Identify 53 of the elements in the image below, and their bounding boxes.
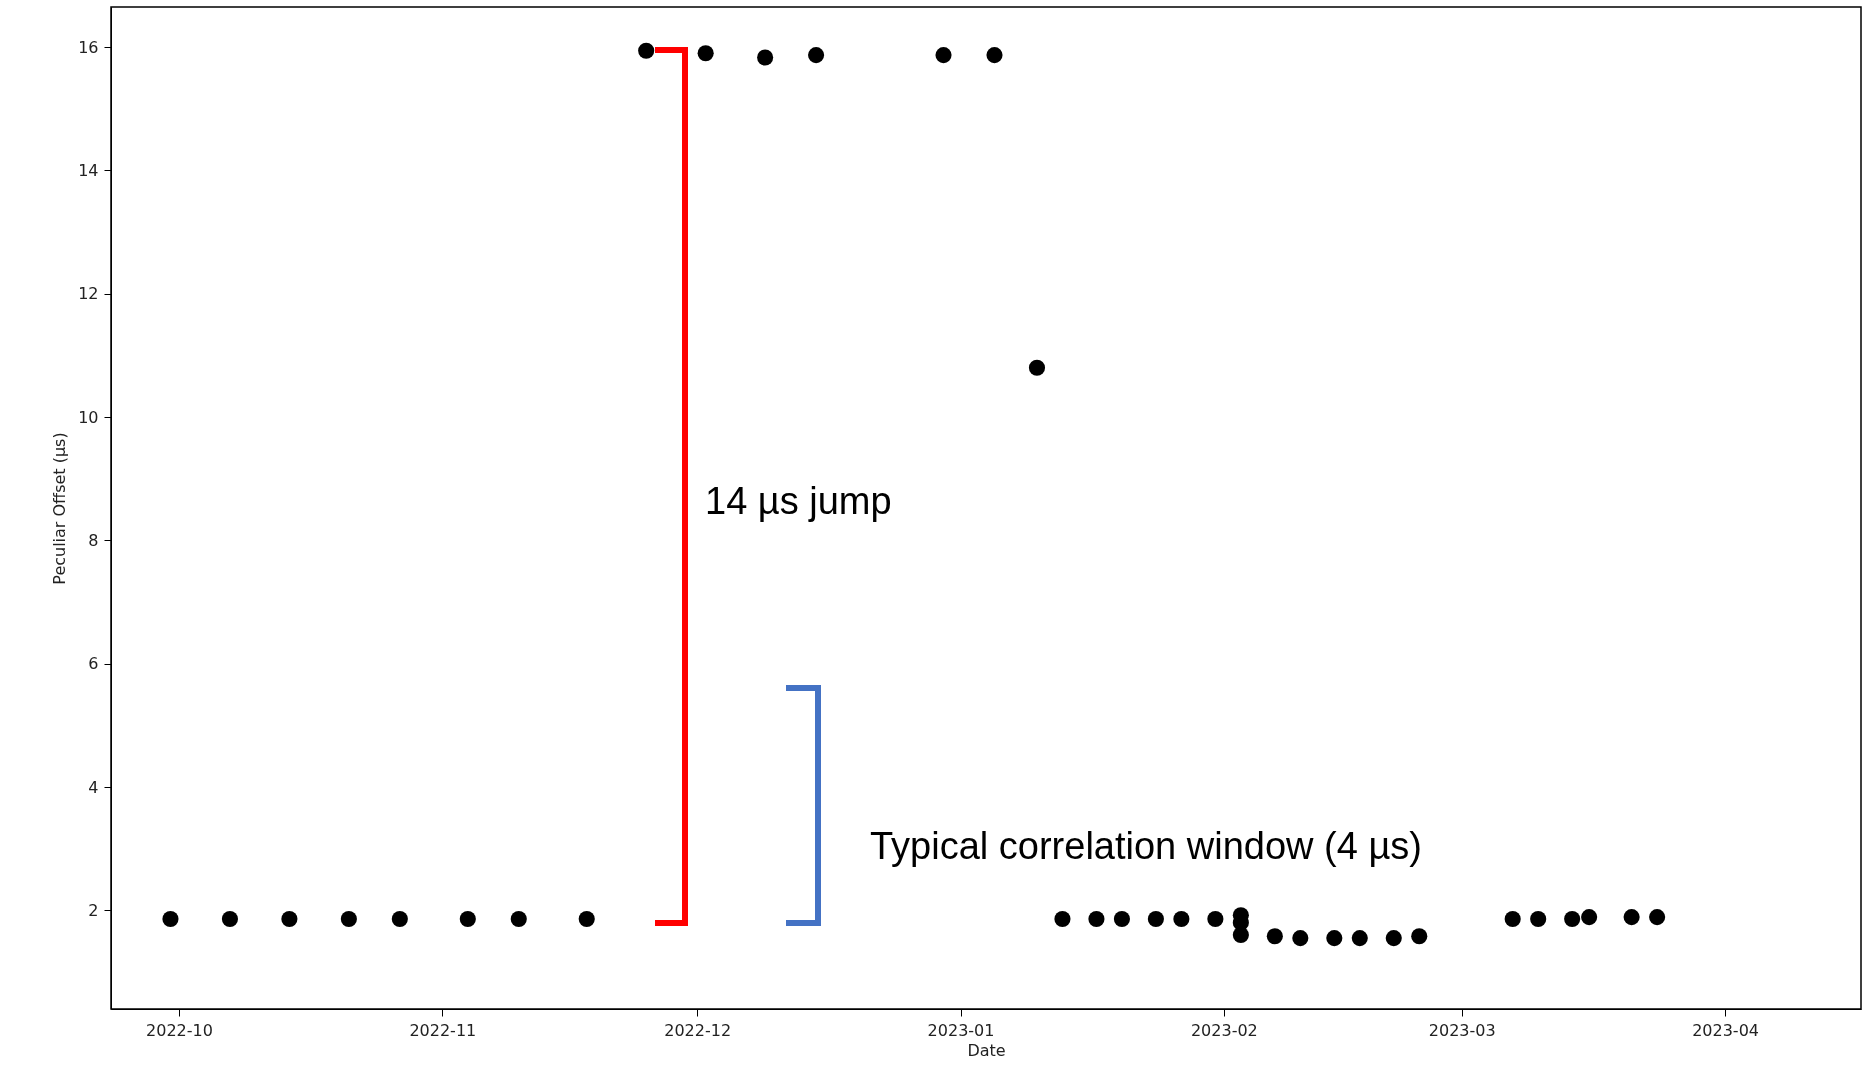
y-tick-label: 10 bbox=[78, 407, 99, 427]
point bbox=[697, 45, 714, 62]
y-tick-label: 12 bbox=[78, 284, 99, 304]
point bbox=[1623, 909, 1640, 926]
x-axis-title: Date bbox=[967, 1040, 1006, 1060]
point bbox=[1385, 930, 1402, 947]
point bbox=[1207, 910, 1224, 928]
point bbox=[510, 910, 527, 928]
point bbox=[1504, 910, 1521, 928]
point bbox=[986, 47, 1003, 64]
x-tick-label: 2022-12 bbox=[664, 1020, 732, 1040]
point bbox=[162, 910, 179, 928]
y-tick-label: 2 bbox=[88, 900, 99, 920]
x-tick-label: 2022-10 bbox=[146, 1020, 213, 1040]
point bbox=[1564, 910, 1581, 928]
y-tick-label: 4 bbox=[88, 777, 99, 797]
point bbox=[1649, 909, 1666, 926]
point bbox=[1292, 930, 1309, 947]
point bbox=[1530, 910, 1547, 928]
point bbox=[281, 910, 298, 928]
x-tick-label: 2023-04 bbox=[1692, 1020, 1760, 1040]
point bbox=[1173, 910, 1190, 928]
point bbox=[808, 47, 825, 64]
point bbox=[221, 910, 238, 928]
point bbox=[340, 910, 357, 928]
point bbox=[1028, 359, 1046, 376]
y-axis-title: Peculiar Offset (μs) bbox=[50, 432, 70, 585]
point bbox=[757, 49, 774, 66]
point bbox=[638, 42, 655, 59]
point bbox=[1266, 928, 1283, 945]
point bbox=[1581, 909, 1598, 926]
x-tick-label: 2022-11 bbox=[409, 1020, 477, 1040]
y-tick-label: 16 bbox=[78, 37, 99, 57]
point bbox=[1411, 928, 1428, 945]
point bbox=[1054, 910, 1071, 928]
point bbox=[1088, 910, 1105, 928]
y-tick-label: 8 bbox=[88, 530, 99, 550]
point bbox=[391, 910, 408, 928]
x-tick-label: 2023-02 bbox=[1190, 1020, 1258, 1040]
x-tick-label: 2023-01 bbox=[927, 1020, 995, 1040]
y-tick-label: 14 bbox=[78, 160, 99, 180]
point bbox=[935, 47, 952, 64]
x-tick-label: 2023-03 bbox=[1428, 1020, 1496, 1040]
point bbox=[1326, 930, 1343, 947]
annotation: 14 µs jump bbox=[705, 480, 892, 522]
point bbox=[1147, 910, 1164, 928]
y-tick-label: 6 bbox=[88, 654, 99, 674]
point bbox=[578, 910, 595, 928]
point bbox=[1351, 930, 1368, 947]
point bbox=[459, 910, 476, 928]
annotation: Typical correlation window (4 µs) bbox=[870, 825, 1422, 867]
point bbox=[1113, 910, 1130, 928]
point bbox=[1232, 926, 1249, 944]
